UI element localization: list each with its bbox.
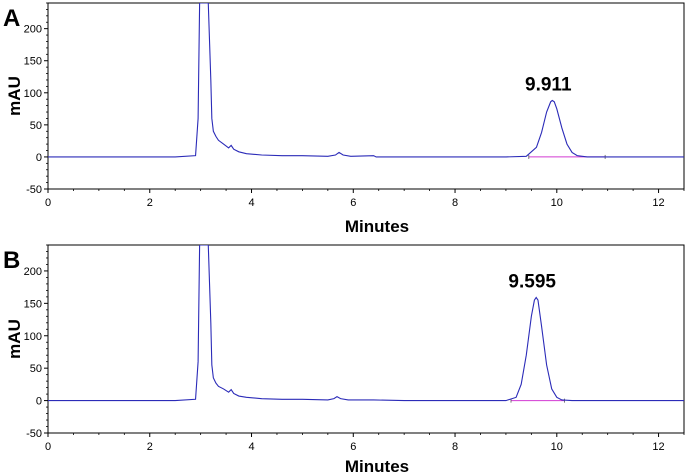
x-tick-label: 0 (45, 441, 51, 453)
x-tick-label: 4 (248, 197, 254, 209)
x-tick-label: 8 (452, 197, 458, 209)
panel-label: B (3, 247, 20, 274)
plot-frame (47, 2, 685, 190)
peak-retention-label: 9.911 (525, 74, 572, 95)
x-axis-title: Minutes (345, 217, 409, 236)
x-tick-label: 12 (652, 441, 664, 453)
x-tick-label: 6 (350, 441, 356, 453)
x-tick-label: 12 (652, 197, 664, 209)
chromatogram-trace (48, 3, 684, 158)
y-tick-label: 150 (24, 298, 42, 310)
y-tick-label: -50 (26, 184, 42, 196)
x-tick-label: 10 (551, 197, 563, 209)
y-axis-title: mAU (5, 76, 24, 116)
y-tick-label: 200 (24, 266, 42, 278)
x-axis-title: Minutes (345, 457, 409, 476)
x-tick-label: 2 (147, 441, 153, 453)
y-tick-label: 100 (24, 88, 42, 100)
peak-retention-label: 9.595 (508, 272, 556, 293)
x-tick-label: 0 (45, 197, 51, 209)
chromatogram-trace (48, 245, 684, 402)
x-tick-label: 4 (248, 441, 254, 453)
x-tick-label: 2 (147, 197, 153, 209)
x-tick-label: 10 (551, 441, 563, 453)
y-tick-label: 150 (24, 56, 42, 68)
y-tick-label: 200 (24, 24, 42, 36)
x-tick-label: 8 (452, 441, 458, 453)
y-tick-label: 50 (30, 120, 42, 132)
y-tick-label: 50 (30, 363, 42, 375)
y-tick-label: 100 (24, 331, 42, 343)
y-tick-label: -50 (26, 428, 42, 440)
y-tick-label: 0 (36, 396, 42, 408)
panel-label: A (3, 5, 20, 32)
y-axis-title: mAU (5, 319, 24, 359)
plot-frame (47, 244, 685, 434)
x-tick-label: 6 (350, 197, 356, 209)
y-tick-label: 0 (36, 152, 42, 164)
